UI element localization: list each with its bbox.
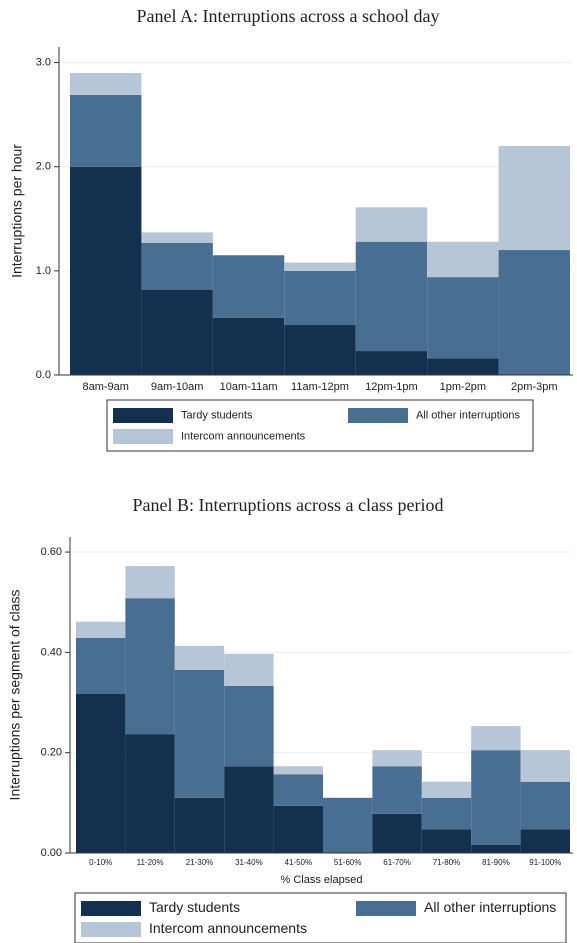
bar-segment bbox=[355, 207, 428, 242]
legend-swatch bbox=[81, 922, 141, 937]
x-tick-label: 31-40% bbox=[235, 858, 263, 867]
x-tick-label: 11-20% bbox=[137, 858, 164, 867]
legend-swatch bbox=[348, 408, 408, 423]
bar-segment bbox=[498, 145, 570, 251]
legend-box bbox=[106, 399, 534, 452]
bar-segment bbox=[498, 250, 570, 375]
bar-segment bbox=[212, 317, 285, 375]
bar-segment bbox=[520, 781, 570, 830]
x-tick-label: 9am-10am bbox=[151, 381, 204, 393]
y-axis-title: Interruptions per hour bbox=[9, 144, 25, 278]
bar-segment bbox=[471, 750, 521, 845]
bar-segment bbox=[323, 797, 373, 853]
bar-segment bbox=[76, 693, 126, 853]
legend-label: Tardy students bbox=[149, 899, 240, 915]
bar-segment bbox=[141, 242, 213, 290]
bar-segment bbox=[125, 598, 175, 735]
bar-segment bbox=[427, 277, 499, 359]
legend-swatch bbox=[356, 901, 416, 916]
legend-label: Intercom announcements bbox=[149, 920, 307, 936]
legend-label: All other interruptions bbox=[424, 899, 556, 915]
x-tick-label: 91-100% bbox=[529, 858, 561, 867]
legend-box bbox=[74, 892, 567, 943]
y-tick-label: 2.0 bbox=[36, 161, 51, 173]
bar-segment bbox=[76, 621, 126, 638]
y-tick-label: 0.20 bbox=[41, 747, 62, 759]
bar-segment bbox=[174, 645, 225, 670]
x-tick-label: 21-30% bbox=[186, 858, 214, 867]
bar-segment bbox=[427, 241, 499, 278]
bar-segment bbox=[273, 766, 323, 775]
bar-segment bbox=[212, 255, 285, 318]
bar-segment bbox=[355, 351, 428, 375]
legend-swatch bbox=[113, 408, 173, 423]
y-tick-label: 0.00 bbox=[41, 847, 62, 859]
bar-segment bbox=[520, 829, 570, 853]
legend-label: Intercom announcements bbox=[181, 430, 306, 442]
x-tick-label: 51-60% bbox=[334, 858, 362, 867]
y-tick-label: 1.0 bbox=[36, 265, 51, 277]
bar-segment bbox=[372, 750, 422, 767]
x-tick-label: 1pm-2pm bbox=[440, 381, 486, 393]
bar-segment bbox=[355, 241, 428, 352]
legend-swatch bbox=[113, 429, 173, 444]
bar-segment bbox=[471, 726, 521, 751]
bar-segment bbox=[174, 797, 225, 853]
bar-segment bbox=[224, 653, 274, 686]
x-tick-label: 71-80% bbox=[433, 858, 461, 867]
bar-segment bbox=[372, 766, 422, 814]
bar-segment bbox=[174, 669, 225, 798]
y-tick-label: 0.40 bbox=[41, 646, 62, 658]
bar-segment bbox=[273, 774, 323, 806]
bar-segment bbox=[224, 685, 274, 767]
y-axis-title: Interruptions per segment of class bbox=[7, 590, 23, 801]
bar-segment bbox=[520, 750, 570, 782]
bar-segment bbox=[70, 166, 142, 375]
x-tick-label: 0-10% bbox=[89, 858, 112, 867]
x-tick-label: 11am-12pm bbox=[291, 381, 349, 393]
bar-segment bbox=[141, 289, 213, 375]
x-tick-label: 10am-11am bbox=[220, 381, 278, 393]
legend-label: All other interruptions bbox=[416, 409, 520, 421]
bar-segment bbox=[284, 262, 356, 271]
bar-segment bbox=[125, 734, 175, 853]
x-tick-label: 41-50% bbox=[285, 858, 313, 867]
bar-segment bbox=[70, 73, 142, 95]
bar-segment bbox=[427, 358, 499, 375]
bar-segment bbox=[471, 844, 521, 853]
bar-segment bbox=[273, 805, 323, 853]
x-tick-label: 81-90% bbox=[482, 858, 510, 867]
bar-segment bbox=[421, 829, 472, 853]
bar-segment bbox=[284, 270, 356, 326]
x-tick-label: 61-70% bbox=[383, 858, 411, 867]
x-axis-title: % Class elapsed bbox=[281, 874, 363, 886]
chart-title: Panel A: Interruptions across a school d… bbox=[137, 6, 440, 26]
bar-segment bbox=[421, 797, 472, 830]
bar-segment bbox=[70, 94, 142, 167]
legend-label: Tardy students bbox=[181, 409, 253, 421]
bar-segment bbox=[76, 637, 126, 694]
y-tick-label: 0.60 bbox=[41, 546, 62, 558]
bar-segment bbox=[372, 813, 422, 853]
y-tick-label: 0.0 bbox=[36, 369, 51, 381]
bar-segment bbox=[421, 781, 472, 798]
chart-title: Panel B: Interruptions across a class pe… bbox=[133, 495, 444, 515]
bar-segment bbox=[284, 325, 356, 375]
bar-segment bbox=[141, 232, 213, 243]
legend-swatch bbox=[81, 901, 141, 916]
x-tick-label: 2pm-3pm bbox=[511, 381, 557, 393]
x-tick-label: 8am-9am bbox=[82, 381, 128, 393]
y-tick-label: 3.0 bbox=[36, 57, 51, 69]
bar-segment bbox=[224, 766, 274, 853]
x-tick-label: 12pm-1pm bbox=[365, 381, 418, 393]
bar-segment bbox=[125, 566, 175, 599]
